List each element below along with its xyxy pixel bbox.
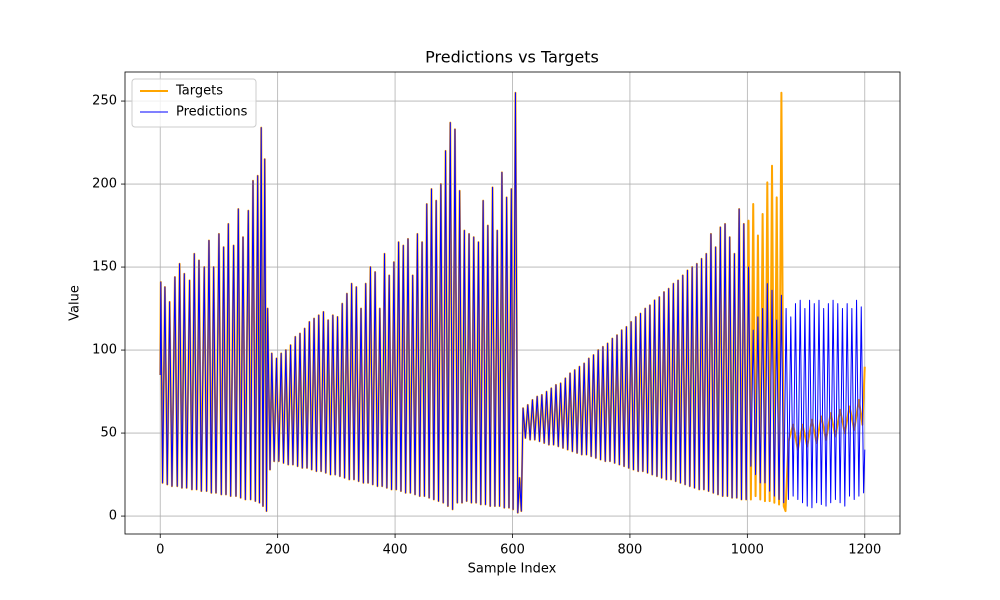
y-tick-label: 250 xyxy=(92,94,117,109)
plot-frame xyxy=(124,71,901,535)
x-tick-label: 1200 xyxy=(848,543,881,558)
x-tick-label: 400 xyxy=(383,543,408,558)
data-line xyxy=(159,92,866,514)
y-tick-label: 0 xyxy=(109,509,117,524)
y-axis-label: Value xyxy=(68,285,83,321)
x-tick-label: 600 xyxy=(500,543,525,558)
y-tick-label: 50 xyxy=(100,426,117,441)
legend: Targets Predictions xyxy=(131,78,257,128)
y-tick-label: 100 xyxy=(92,343,117,358)
x-tick-label: 800 xyxy=(618,543,643,558)
x-axis-label: Sample Index xyxy=(468,562,557,577)
legend-label: Targets xyxy=(175,84,223,99)
chart-title: Predictions vs Targets xyxy=(425,48,599,67)
x-tick-label: 1000 xyxy=(731,543,764,558)
y-tick-label: 200 xyxy=(92,177,117,192)
x-tick-label: 0 xyxy=(156,543,164,558)
legend-label: Predictions xyxy=(176,105,248,120)
y-tick-label: 150 xyxy=(92,260,117,275)
x-tick-label: 200 xyxy=(265,543,290,558)
